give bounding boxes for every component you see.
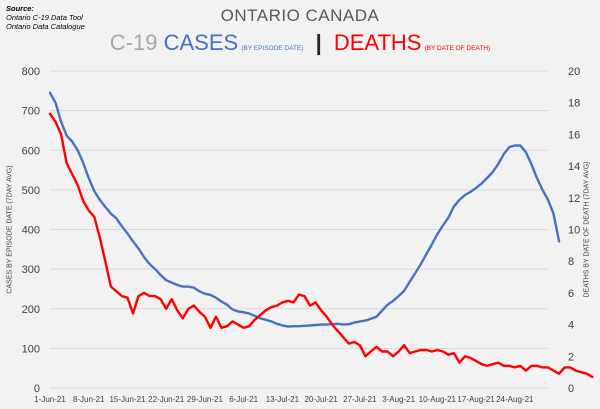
y2-tick-label: 10	[568, 225, 580, 237]
x-tick-label: 15-Jun-21	[109, 395, 146, 404]
headline-c19: C-19	[109, 30, 158, 55]
source-line-1: Ontario C-19 Data Tool	[6, 13, 83, 22]
x-tick-label: 17-Aug-21	[457, 395, 495, 404]
y2-tick-label: 12	[568, 193, 580, 205]
x-tick-label: 29-Jun-21	[187, 395, 224, 404]
source-line-2: Ontario Data Catalogue	[6, 22, 85, 31]
source-title: Source:	[6, 4, 34, 13]
y2-tick-label: 2	[568, 351, 574, 363]
source-note: Source: Ontario C-19 Data Tool Ontario D…	[6, 4, 85, 31]
y2-tick-label: 0	[568, 383, 574, 395]
y-tick-label: 100	[22, 343, 40, 355]
y-tick-label: 500	[22, 185, 40, 197]
y-tick-label: 400	[22, 225, 40, 237]
x-tick-label: 27-Jul-21	[343, 395, 377, 404]
headline-deaths-note: (BY DATE OF DEATH)	[424, 45, 491, 52]
x-tick-label: 13-Jul-21	[266, 395, 300, 404]
x-tick-label: 20-Jul-21	[304, 395, 338, 404]
headline-deaths: DEATHS	[333, 30, 422, 55]
y2-tick-label: 20	[568, 66, 580, 78]
y2-tick-label: 8	[568, 256, 574, 268]
y2-tick-label: 18	[568, 98, 580, 110]
x-tick-label: 8-Jun-21	[73, 395, 105, 404]
chart-headline: C-19 CASES (BY EPISODE DATE) | DEATHS (BY …	[0, 30, 600, 56]
x-tick-label: 10-Aug-21	[419, 395, 457, 404]
chart-title: ONTARIO CANADA	[220, 6, 380, 25]
series-line-cases	[48, 91, 561, 328]
y-tick-label: 800	[22, 66, 40, 78]
y-tick-label: 700	[22, 106, 40, 118]
y2-tick-label: 4	[568, 320, 574, 332]
x-tick-label: 24-Aug-21	[496, 395, 534, 404]
headline-cases: CASES	[163, 30, 239, 55]
y2-tick-label: 14	[568, 161, 580, 173]
y-tick-label: 300	[22, 264, 40, 276]
x-tick-label: 22-Jun-21	[148, 395, 185, 404]
x-tick-label: 1-Jun-21	[34, 395, 66, 404]
y-tick-label: 600	[22, 145, 40, 157]
headline-cases-note: (BY EPISODE DATE)	[241, 45, 304, 52]
headline-separator: |	[315, 30, 322, 55]
y-tick-label: 200	[22, 304, 40, 316]
y2-tick-label: 6	[568, 288, 574, 300]
y-tick-label: 0	[34, 383, 40, 395]
y2-tick-label: 16	[568, 129, 580, 141]
x-tick-label: 6-Jul-21	[229, 395, 258, 404]
x-tick-label: 3-Aug-21	[382, 395, 415, 404]
series-line-deaths	[48, 112, 594, 379]
